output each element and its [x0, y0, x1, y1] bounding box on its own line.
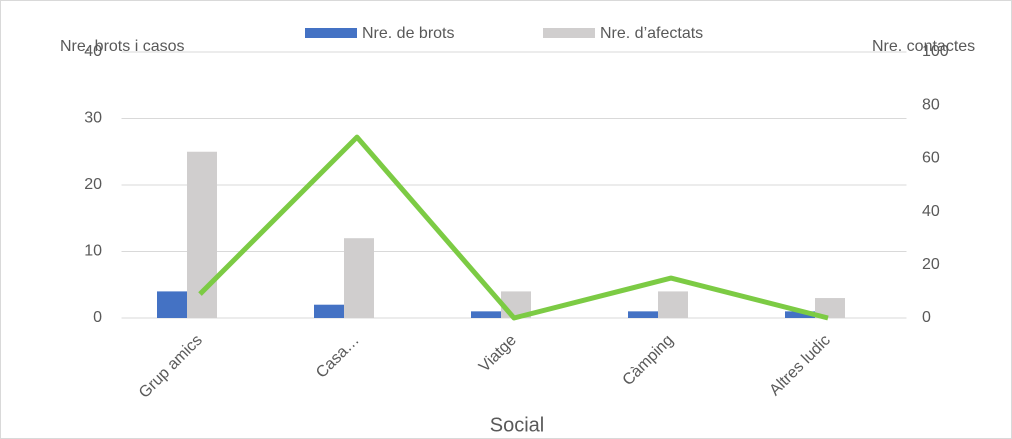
bar — [314, 304, 344, 318]
y2-tick-label: 20 — [922, 256, 940, 273]
y-tick-label: 20 — [84, 176, 102, 193]
bar — [628, 311, 658, 318]
bar — [658, 291, 688, 318]
y-tick-label: 0 — [93, 309, 102, 326]
bar — [471, 311, 501, 318]
y2-tick-label: 0 — [922, 309, 931, 326]
legend-label: Nre. de brots — [362, 25, 454, 42]
x-axis-label: Social — [490, 414, 544, 436]
y-tick-label: 40 — [84, 43, 102, 60]
y-axis-label: Nre. brots i casos — [60, 38, 184, 55]
legend-swatch — [543, 28, 595, 38]
legend-label: Nre. d’afectats — [600, 25, 703, 42]
y2-tick-label: 40 — [922, 203, 940, 220]
y-tick-label: 30 — [84, 110, 102, 127]
line-series — [198, 134, 829, 321]
y2-tick-label: 60 — [922, 150, 940, 167]
bar — [157, 291, 187, 318]
bar — [815, 298, 845, 318]
y-tick-label: 10 — [84, 243, 102, 260]
y2-axis-label: Nre. contactes — [872, 38, 975, 55]
bar — [785, 311, 815, 318]
y2-tick-label: 100 — [922, 43, 949, 60]
bar — [344, 238, 374, 318]
legend-swatch — [305, 28, 357, 38]
y2-tick-label: 80 — [922, 96, 940, 113]
